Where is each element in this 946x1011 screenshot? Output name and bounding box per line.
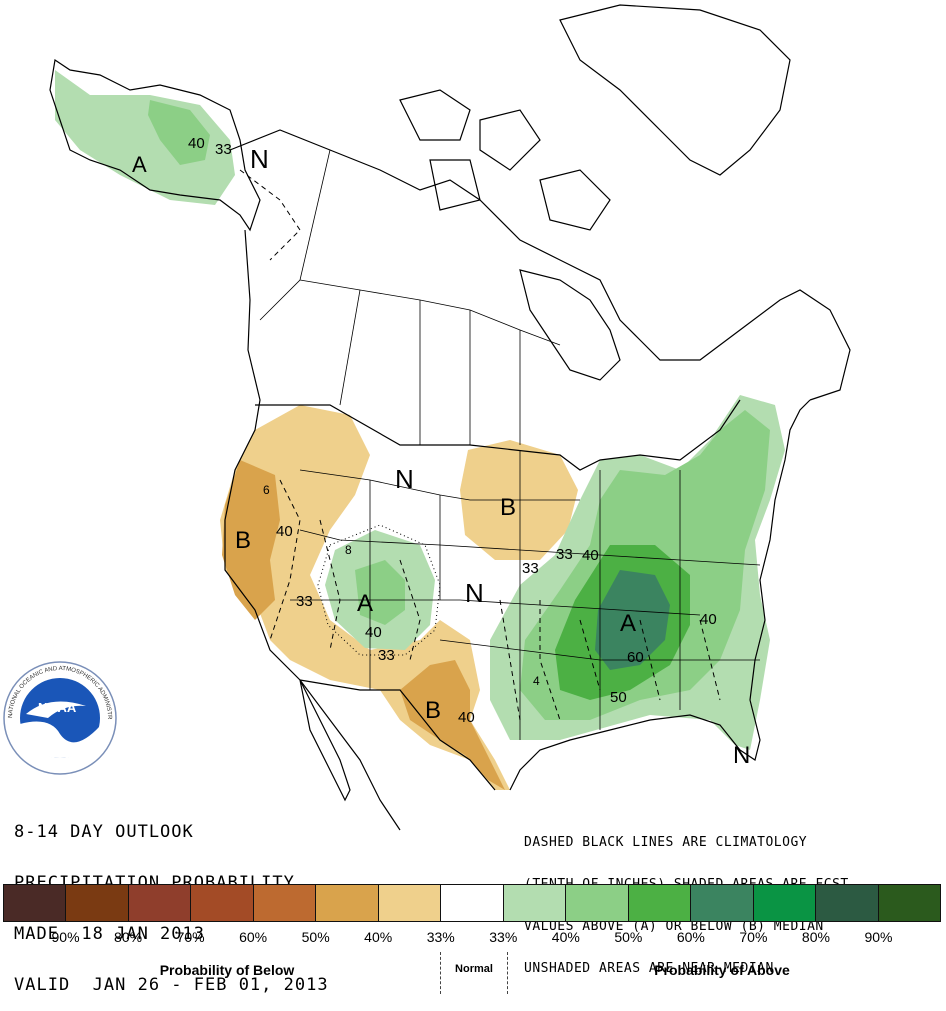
map-labels: N A 40 33 N B B A N B A N 40 33 40 33 40…: [132, 135, 750, 769]
note-line-3: VALUES ABOVE (A) OR BELOW (B) MEDIAN: [524, 919, 824, 934]
legend-swatch-3: [191, 884, 254, 922]
legend-swatch-0: [3, 884, 67, 922]
legend-swatch-11: [691, 884, 754, 922]
legend-tick-3: 60%: [239, 929, 268, 945]
legend-swatch-14: [878, 884, 942, 922]
legend-above-title: Probability of Above: [654, 962, 790, 978]
us-mexico-border: [299, 679, 496, 791]
label-a-alaska: A: [132, 152, 147, 177]
label-50-southeast: 50: [610, 689, 627, 706]
legend-swatch-13: [816, 884, 879, 922]
legend-below-title: Probability of Below: [159, 962, 295, 978]
legend-swatch-7: [441, 884, 504, 922]
label-33-west: 33: [296, 593, 313, 610]
legend-tick-13: 90%: [864, 929, 893, 945]
legend-swatch-4: [253, 884, 317, 922]
label-n-alaska: N: [250, 144, 269, 174]
legend-tick-7: 33%: [489, 929, 518, 945]
legend-normal-title: Normal: [440, 952, 508, 994]
above-alaska-50: [148, 100, 210, 165]
label-4-south: 4: [533, 674, 540, 688]
note-line-4: UNSHADED AREAS ARE NEAR-MEDIAN: [524, 961, 774, 976]
above-median-areas: [55, 70, 785, 750]
noaa-logo-text: NOAA: [38, 700, 77, 715]
arctic-islands: [399, 89, 611, 231]
geographic-outlines: [49, 4, 851, 831]
label-40-west: 40: [276, 523, 293, 540]
header-line-4: VALID JAN 26 - FEB 01, 2013: [14, 975, 329, 995]
legend-tick-12: 80%: [801, 929, 830, 945]
legend-tick-4: 50%: [301, 929, 330, 945]
label-n-florida: N: [733, 742, 750, 769]
legend-tick-11: 70%: [739, 929, 768, 945]
legend-swatch-12: [753, 884, 817, 922]
greenland: [559, 4, 791, 176]
legend-swatch-10: [628, 884, 692, 922]
label-33-rockies: 33: [378, 647, 395, 664]
label-8-rockies: 8: [345, 543, 352, 557]
label-60-southeast: 60: [627, 649, 644, 666]
legend-tick-5: 40%: [364, 929, 393, 945]
label-33-midwest1: 33: [522, 560, 539, 577]
label-n-north: N: [395, 464, 414, 494]
outlook-map: N A 40 33 N B B A N B A N 40 33 40 33 40…: [3, 4, 851, 831]
legend-tick-0: 90%: [51, 929, 80, 945]
legend-swatch-9: [566, 884, 629, 922]
gulf-coast: [509, 399, 811, 791]
legend-tick-6: 33%: [426, 929, 455, 945]
legend-swatch-2: [128, 884, 192, 922]
legend-tick-2: 70%: [176, 929, 205, 945]
noaa-logo: NOAA NATIONAL OCEANIC AND ATMOSPHERIC AD…: [3, 661, 117, 775]
legend-swatch-8: [503, 884, 567, 922]
label-33-midwest2: 33: [556, 546, 573, 563]
label-b-northcentral: B: [500, 494, 516, 521]
legend-tick-1: 80%: [114, 929, 143, 945]
state-province-lines: [259, 149, 761, 740]
label-40-texas: 40: [458, 709, 475, 726]
label-40-alaska: 40: [188, 135, 205, 152]
climatology-lines: [239, 169, 721, 721]
label-6-west: 6: [263, 483, 270, 497]
legend-swatch-1: [66, 884, 129, 922]
probability-legend: [3, 884, 942, 922]
note-line-1: DASHED BLACK LINES ARE CLIMATOLOGY: [524, 835, 808, 850]
label-33-alaska: 33: [215, 141, 232, 158]
baja: [299, 679, 351, 802]
legend-tick-9: 50%: [614, 929, 643, 945]
canada-arctic-coast: [229, 129, 851, 401]
label-b-texas: B: [425, 697, 441, 724]
us-canada-border: [255, 399, 741, 471]
header-line-3: MADE 18 JAN 2013: [14, 924, 205, 944]
above-rockies-50: [355, 560, 405, 625]
above-alaska-40: [55, 70, 235, 205]
label-40-midwest: 40: [582, 547, 599, 564]
below-median-areas: [220, 405, 578, 790]
label-a-southeast: A: [620, 610, 636, 637]
legend-tick-8: 40%: [551, 929, 580, 945]
legend-swatch-5: [316, 884, 379, 922]
label-b-west: B: [235, 527, 251, 554]
alaska-outline: [49, 58, 261, 232]
below-west-50: [222, 460, 280, 620]
header-line-1: 8-14 DAY OUTLOOK: [14, 822, 194, 842]
label-a-rockies: A: [357, 590, 373, 617]
hudson-bay: [519, 269, 621, 381]
label-40-rockies: 40: [365, 624, 382, 641]
west-coast: [224, 229, 401, 831]
below-texas-50: [400, 660, 505, 790]
above-southeast-70: [595, 570, 670, 670]
legend-tick-10: 60%: [676, 929, 705, 945]
label-n-plains: N: [465, 578, 484, 608]
legend-swatch-6: [378, 884, 442, 922]
label-40-eastcoast: 40: [700, 611, 717, 628]
